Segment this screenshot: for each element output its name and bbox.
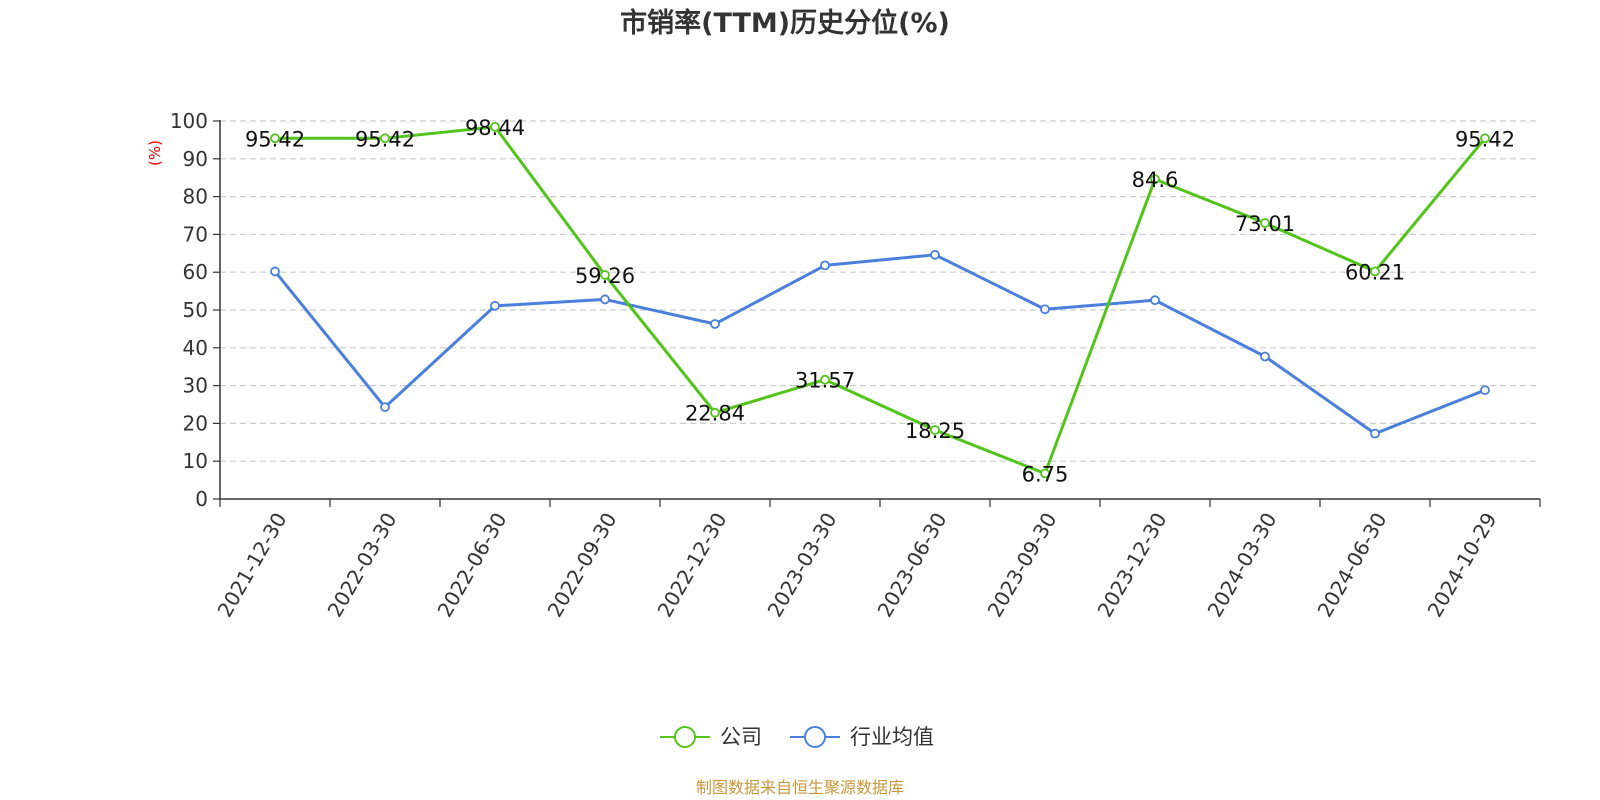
y-tick-label: 60 [183,260,208,284]
x-tick-label: 2022-09-30 [543,509,622,622]
legend-label: 公司 [720,725,762,749]
y-tick-label: 20 [183,411,208,435]
series-layer [270,121,1490,479]
data-label: 95.42 [245,127,305,151]
data-point [600,294,610,305]
y-tick-label: 40 [183,336,208,360]
data-point [1370,266,1380,277]
data-point [1370,428,1380,439]
x-tick-label: 2024-03-30 [1203,509,1282,622]
data-point [1260,351,1270,362]
x-axis-ticks: 2021-12-30 2022-03-30 2022-06-30 2022-09-30… [213,499,1541,622]
source-note: 制图数据来自恒生聚源数据库 [696,778,904,797]
data-label: 60.21 [1345,260,1405,284]
legend-marker [674,726,696,748]
series-line [275,125,1487,475]
data-point [930,425,940,435]
x-tick-label: 2023-06-30 [873,509,952,622]
data-label: 59.26 [575,264,635,288]
y-tick-label: 100 [170,109,208,133]
data-label: 6.75 [1022,462,1069,486]
data-label: 84.6 [1132,168,1179,192]
data-point [710,319,720,329]
data-labels: 95.42 95.42 98.44 59.26 22.84 31.57 18.25 6.75 8… [245,116,1515,487]
y-axis-ticks: 0 10 20 30 40 50 60 70 80 90 100 [170,109,220,511]
data-label: 95.42 [1455,127,1515,151]
data-point [1040,304,1050,315]
data-point [380,402,390,413]
x-tick-label: 2022-12-30 [653,509,732,622]
data-point [380,133,390,144]
x-tick-label: 2022-03-30 [323,509,402,622]
data-label: 31.57 [795,369,855,393]
data-point [490,300,500,311]
data-point [270,133,280,144]
data-label: 18.25 [905,419,965,443]
legend-marker [804,726,826,748]
data-point [600,270,610,280]
data-label: 95.42 [355,127,415,151]
data-point [1040,468,1050,479]
data-point [1480,385,1490,396]
y-tick-label: 10 [183,449,208,473]
y-tick-label: 90 [183,147,208,171]
y-tick-label: 30 [183,374,208,398]
data-point [490,121,500,132]
y-axis-label: (%) [146,140,164,166]
y-tick-label: 50 [183,298,208,322]
data-point [1150,295,1160,306]
data-point [1150,174,1160,185]
data-label: 98.44 [465,116,525,140]
data-point [820,260,830,271]
x-tick-label: 2023-09-30 [983,509,1062,622]
data-point [930,249,940,260]
series-line [273,253,1486,436]
x-tick-label: 2024-10-29 [1423,509,1502,622]
x-tick-label: 2024-06-30 [1313,509,1392,622]
chart-title: 市销率(TTM)历史分位(%) [620,7,950,39]
x-tick-label: 2023-12-30 [1093,509,1172,622]
data-label: 73.01 [1235,212,1295,236]
data-point [710,407,720,418]
x-tick-label: 2022-06-30 [433,509,512,622]
y-tick-label: 0 [195,487,208,511]
data-point [1480,133,1490,144]
y-tick-label: 80 [183,185,208,209]
data-point [820,374,830,385]
data-label: 22.84 [685,402,745,426]
data-point [1260,218,1270,228]
legend: 公司 行业均值 [660,725,934,749]
legend-label: 行业均值 [850,725,934,749]
y-tick-label: 70 [183,222,208,246]
grid-lines [220,120,1540,462]
x-tick-label: 2023-03-30 [763,509,842,622]
data-point [270,266,280,277]
x-tick-label: 2021-12-30 [213,509,292,622]
